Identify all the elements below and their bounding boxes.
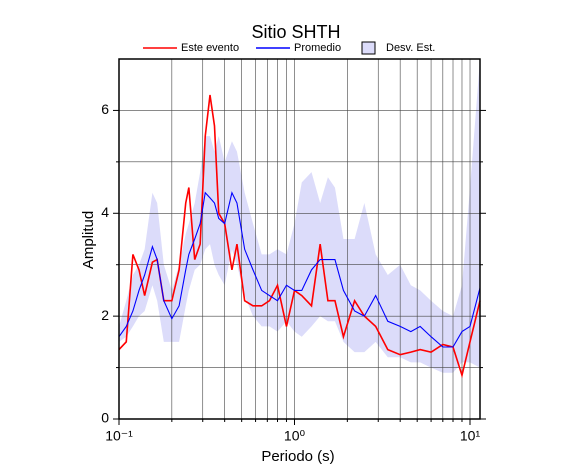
y-tick-label: 0	[101, 410, 109, 426]
legend-swatch	[361, 41, 376, 55]
y-tick-label: 2	[101, 307, 109, 323]
series-line	[118, 94, 481, 379]
series-line	[118, 191, 481, 348]
legend-label: Desv. Est.	[386, 42, 435, 54]
y-tick-label: 4	[101, 204, 109, 220]
chart-title: Sitio SHTH	[251, 22, 340, 42]
legend-label: Este evento	[181, 42, 239, 54]
x-tick-label: 10⁰	[284, 428, 306, 444]
y-axis-label: Amplitud	[80, 211, 97, 269]
legend-label: Promedio	[294, 42, 341, 54]
x-tick-label: 10⁻¹	[105, 428, 133, 444]
plot-frame	[118, 58, 481, 420]
x-axis-label: Periodo (s)	[261, 448, 334, 465]
x-tick-label: 10¹	[460, 428, 481, 444]
std-band	[119, 59, 480, 373]
y-tick-label: 6	[101, 101, 109, 117]
